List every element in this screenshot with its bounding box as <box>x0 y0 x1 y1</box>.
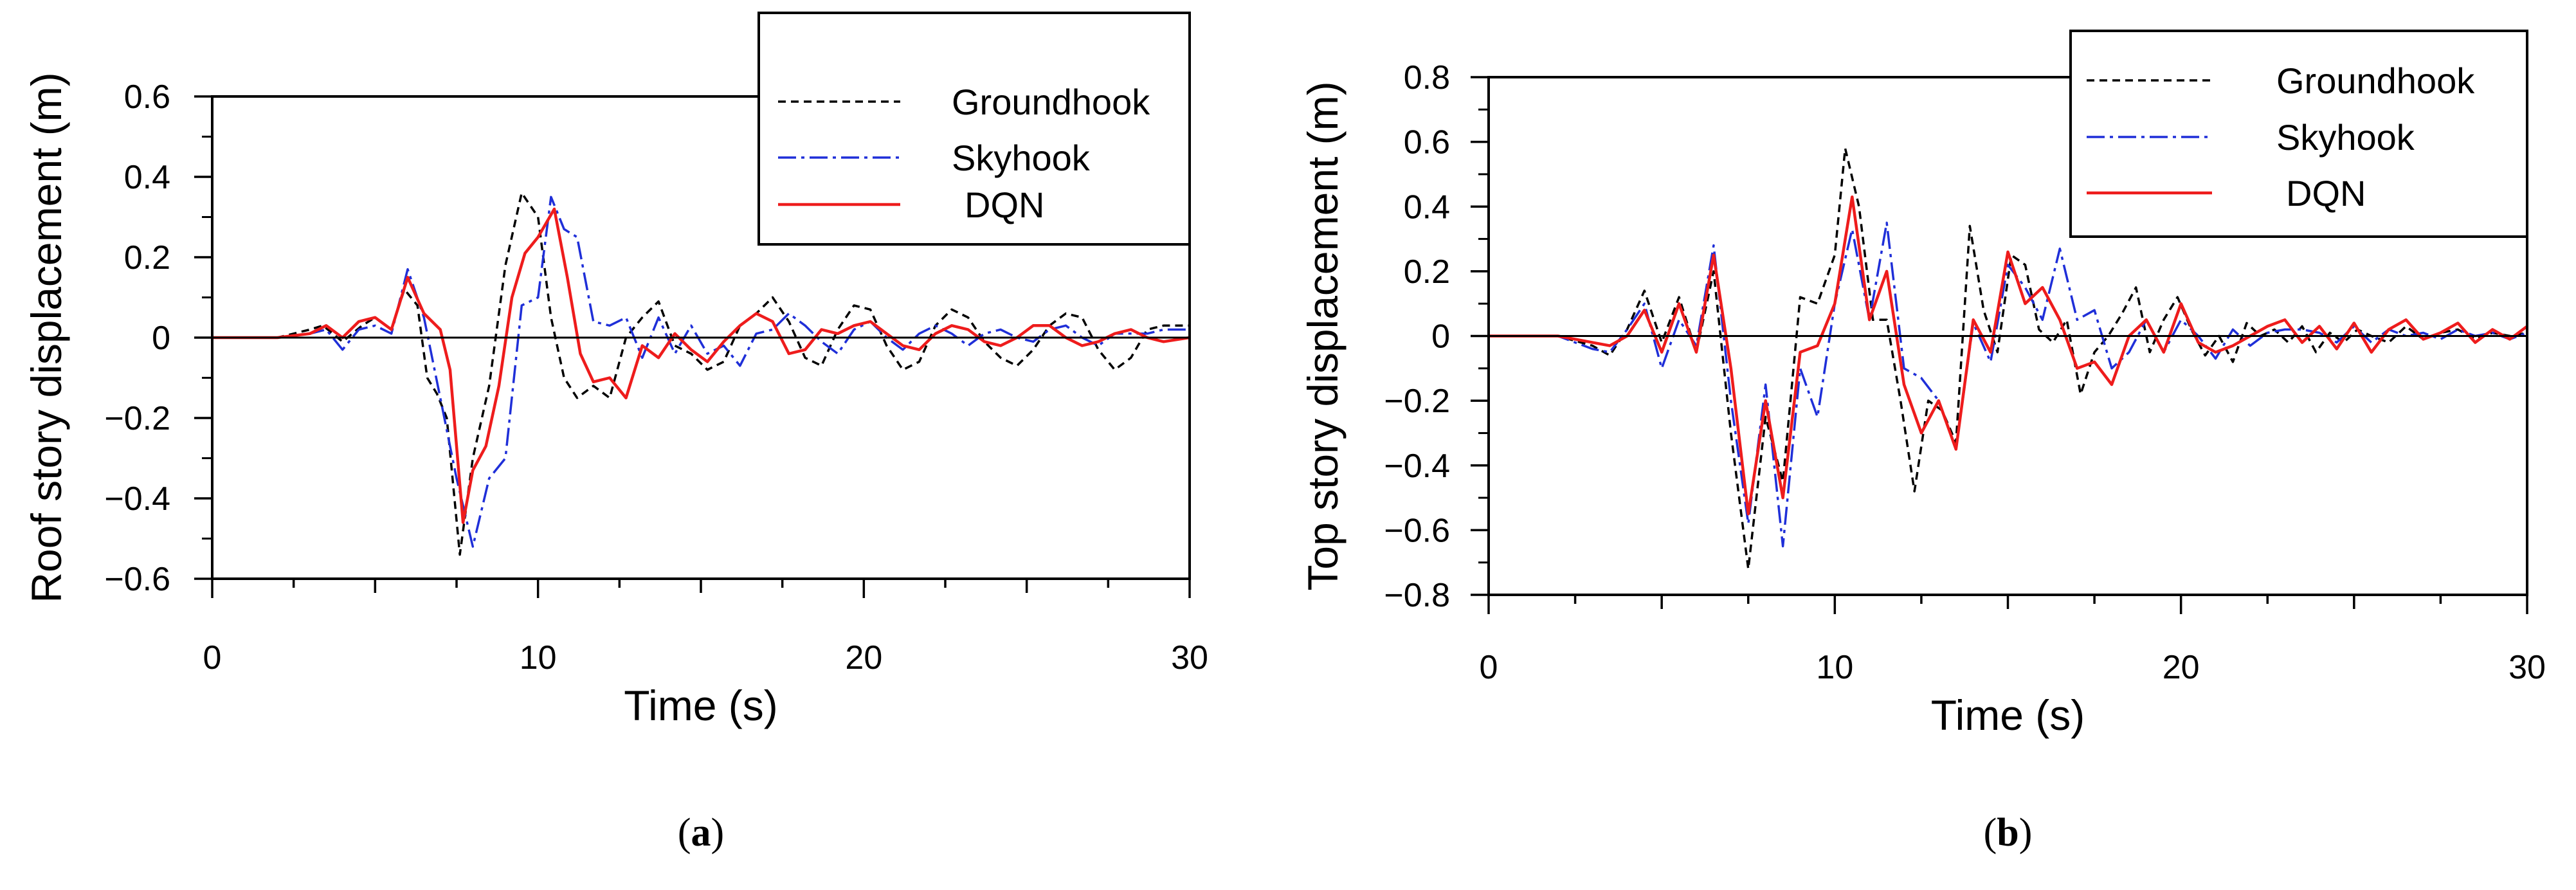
legend-label-skyhook: Skyhook <box>2276 117 2415 158</box>
y-tick-label: −0.8 <box>1384 577 1450 614</box>
y-axis-title: Roof story displacement (m) <box>23 72 70 603</box>
y-tick-label: 0.2 <box>124 239 170 277</box>
series-line-dqn <box>212 207 1190 524</box>
y-tick-label: −0.4 <box>104 480 170 518</box>
y-tick-label: −0.4 <box>1384 448 1450 485</box>
x-tick-label: 30 <box>1171 639 1208 677</box>
series-line-dqn <box>1489 195 2527 516</box>
series-group <box>212 192 1190 556</box>
x-axis-title: Time (s) <box>624 682 778 729</box>
series-line-skyhook <box>212 195 1190 548</box>
chart-panel-b: −0.8 −0.6 −0.4 −0.2 0 0.2 0.4 0.6 0.8 0 10 20 30 Time… <box>1299 30 2546 855</box>
y-tick-label: −0.6 <box>104 561 170 598</box>
legend-label-dqn: DQN <box>965 185 1044 225</box>
legend: Groundhook Skyhook DQN <box>757 12 1191 246</box>
x-tick-label: 0 <box>1480 649 1498 686</box>
x-tick-label: 20 <box>2163 649 2200 686</box>
x-axis-title: Time (s) <box>1931 691 2085 739</box>
legend-box <box>2069 30 2528 238</box>
legend-label-dqn: DQN <box>2286 173 2366 213</box>
y-tick-label: 0 <box>1431 318 1450 356</box>
series-line-skyhook <box>1489 221 2527 548</box>
y-tick-label: 0.2 <box>1404 253 1450 291</box>
y-tick-label: 0.4 <box>1404 188 1450 226</box>
legend-label-skyhook: Skyhook <box>952 138 1091 178</box>
legend: Groundhook Skyhook DQN <box>2069 30 2528 238</box>
y-axis-title: Top story displacement (m) <box>1299 81 1347 590</box>
x-tick-label: 30 <box>2508 649 2546 686</box>
y-tick-label: 0.6 <box>1404 124 1450 161</box>
x-tick-label: 10 <box>1816 649 1853 686</box>
legend-label-groundhook: Groundhook <box>952 82 1150 122</box>
legend-label-groundhook: Groundhook <box>2276 60 2475 101</box>
chart-panel-a: −0.6 −0.4 −0.2 0 0.2 0.4 0.6 0 10 20 30 Time (s) Roo… <box>23 12 1208 855</box>
series-line-groundhook <box>212 192 1190 556</box>
y-tick-label: 0 <box>152 320 170 357</box>
y-tick-label: −0.2 <box>104 400 170 437</box>
x-tick-label: 10 <box>520 639 557 677</box>
y-tick-label: −0.6 <box>1384 512 1450 549</box>
x-tick-label: 0 <box>203 639 222 677</box>
y-tick-label: 0.6 <box>124 78 170 116</box>
x-tick-label: 20 <box>845 639 882 677</box>
y-tick-label: 0.4 <box>124 159 170 196</box>
panel-label: (b) <box>1984 811 2033 855</box>
y-tick-label: 0.8 <box>1404 59 1450 96</box>
y-tick-label: −0.2 <box>1384 383 1450 420</box>
series-line-groundhook <box>1489 147 2527 570</box>
series-group <box>1489 147 2527 570</box>
panel-label: (a) <box>678 811 724 855</box>
